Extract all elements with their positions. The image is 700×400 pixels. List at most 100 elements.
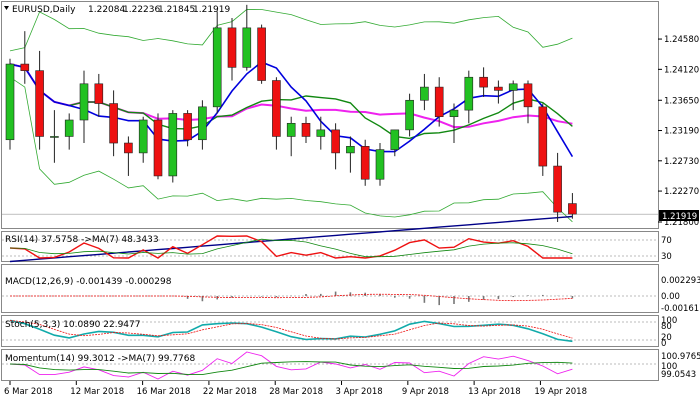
candle-body <box>257 27 266 81</box>
chart-header: EURUSD,Daily 1.22084 1.22236 1.21845 1.2… <box>4 5 230 15</box>
momentum-axis-bottom: 99.0543 <box>661 370 696 380</box>
stoch-axis-0: 0 <box>661 339 666 349</box>
candle-body <box>94 83 104 104</box>
price-tick-label: 1.24120 <box>664 65 699 75</box>
stoch-axis-100: 100 <box>661 316 677 326</box>
candle-body <box>79 83 89 121</box>
triangle-down-icon <box>4 6 9 10</box>
candle-body <box>35 70 44 137</box>
candle-body <box>50 136 59 138</box>
candle-body <box>301 122 311 137</box>
price-tick-label: 1.24580 <box>664 35 699 45</box>
candle-body <box>212 27 222 108</box>
rsi-ma-line <box>9 238 573 258</box>
time-tick-label: 13 Apr 2018 <box>468 387 521 397</box>
blue-ma-line <box>9 61 574 158</box>
stoch-label: Stoch(5,3,3) 10.0890 22.9477 <box>5 320 140 330</box>
candle-body <box>316 129 326 137</box>
rsi-axis-70: 70 <box>661 236 672 246</box>
time-axis: 6 Mar 2018 12 Mar 2018 16 Mar 2018 22 Mar 2… <box>4 381 587 397</box>
price-pane-frame <box>1 1 659 229</box>
long-ma-line <box>9 215 573 263</box>
rsi-label: RSI(14) 37.5758 ->MA(7) 48.3433 <box>5 235 159 245</box>
candle-body <box>124 142 133 154</box>
macd-pane-frame <box>1 264 659 313</box>
stoch-axis-80: 80 <box>661 322 672 332</box>
time-tick-label: 9 Apr 2018 <box>402 387 449 397</box>
price-tick-label: 1.23190 <box>664 127 699 137</box>
ohlc-low: 1.21845 <box>158 5 195 15</box>
green-ma-line <box>9 63 573 140</box>
moving-averages <box>9 61 574 263</box>
candle-body <box>360 146 370 180</box>
ohlc-open: 1.22084 <box>88 5 125 15</box>
macd-label: MACD(12,26,9) -0.001439 -0.000298 <box>5 277 172 287</box>
candle-body <box>109 103 118 144</box>
candle-body <box>286 122 296 137</box>
candle-body <box>568 203 577 215</box>
time-tick-label: 19 Apr 2018 <box>534 387 587 397</box>
candle-body <box>153 119 163 177</box>
candle-body <box>242 27 252 68</box>
candle-body <box>227 27 237 68</box>
macd-axis-bottom: -0.001617 <box>661 304 700 314</box>
candle-body <box>553 165 562 213</box>
momentum-axis-100: 100 <box>661 362 677 372</box>
candle-body <box>523 83 533 108</box>
candle-body <box>272 80 281 137</box>
momentum-pane-frame <box>1 349 659 381</box>
price-tick-label: 1.22730 <box>664 157 699 167</box>
time-tick-label: 12 Mar 2018 <box>70 387 124 397</box>
macd-axis-zero: 0.00 <box>661 292 680 302</box>
candle-body <box>375 149 385 180</box>
upper-band-line <box>9 8 573 52</box>
time-tick-label: 22 Mar 2018 <box>203 387 257 397</box>
macd-signal-line <box>10 293 573 302</box>
symbol-label: EURUSD,Daily <box>12 5 76 15</box>
price-tick-label: 1.22270 <box>664 187 699 197</box>
price-tick-label: 1.21800 <box>664 218 699 228</box>
candle-body <box>434 86 444 118</box>
macd-axis-top: 0.002293 <box>661 276 700 286</box>
lower-band-line <box>9 76 573 223</box>
current-price-badge <box>659 210 699 221</box>
ohlc-high: 1.22236 <box>123 5 160 15</box>
current-price-label: 1.21919 <box>662 212 697 222</box>
momentum-ma-line <box>9 361 573 376</box>
price-axis: 1.24580 1.24120 1.23650 1.23190 1.22730 1.222… <box>658 35 699 228</box>
candle-body <box>138 119 148 154</box>
time-tick-label: 6 Mar 2018 <box>4 387 52 397</box>
candle-body <box>198 106 207 141</box>
candle-body <box>508 83 518 91</box>
time-tick-label: 3 Apr 2018 <box>336 387 383 397</box>
rsi-pane-frame <box>1 231 659 262</box>
momentum-line <box>9 351 573 380</box>
candle-body <box>168 113 178 177</box>
candle-body <box>5 63 15 141</box>
candle-body <box>331 129 340 154</box>
candle-body <box>390 129 400 150</box>
momentum-axis-top: 100.9765 <box>661 352 700 362</box>
indicator-lines <box>9 235 574 380</box>
candle-body <box>464 76 474 111</box>
price-tick-label: 1.23650 <box>664 96 699 106</box>
candle-body <box>494 86 503 91</box>
candle-body <box>20 63 30 71</box>
candle-body <box>479 76 488 88</box>
time-tick-label: 28 Mar 2018 <box>269 387 323 397</box>
time-tick-label: 16 Mar 2018 <box>137 387 191 397</box>
bollinger-bands <box>9 8 573 223</box>
candle-body <box>405 99 414 131</box>
candles <box>5 4 577 222</box>
ohlc-close: 1.21919 <box>193 5 230 15</box>
candle-body <box>64 119 74 137</box>
momentum-label: Momentum(14) 99.3012 ->MA(7) 99.7768 <box>5 354 196 364</box>
rsi-axis-30: 30 <box>661 252 672 262</box>
candle-body <box>346 146 355 154</box>
stoch-d-line <box>9 320 573 340</box>
stoch-axis-20: 20 <box>661 333 672 343</box>
candle-body <box>449 109 459 118</box>
candle-body <box>538 106 548 167</box>
stoch-pane-frame <box>1 315 659 347</box>
